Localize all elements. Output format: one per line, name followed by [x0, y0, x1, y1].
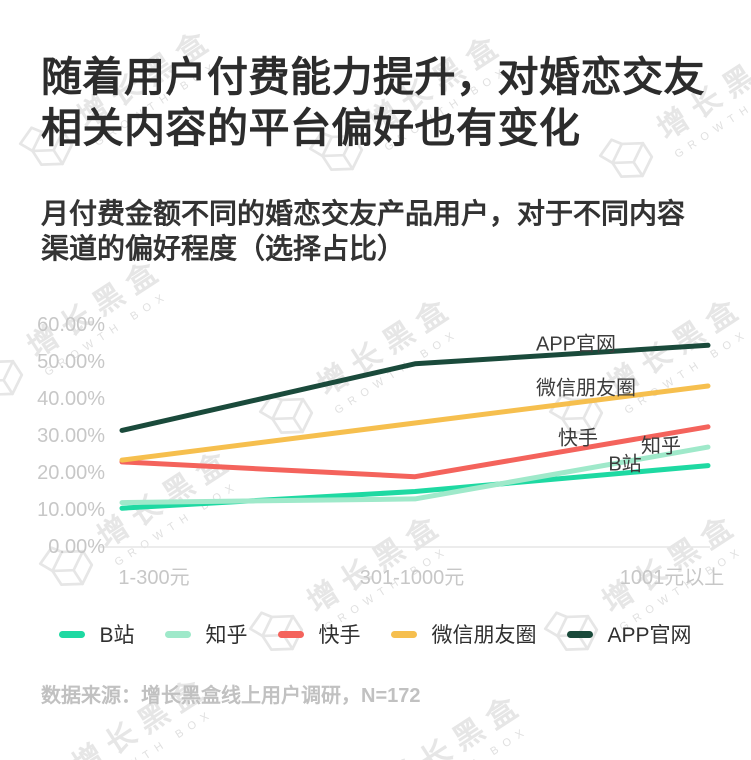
series-line-4 — [119, 342, 711, 433]
page-title-line2: 相关内容的平台偏好也有变化 — [41, 105, 581, 151]
y-axis-tick: 30.00% — [37, 425, 105, 447]
legend-item-1: 知乎 — [165, 619, 247, 649]
y-axis-tick: 40.00% — [37, 388, 105, 410]
y-axis-tick: 60.00% — [37, 314, 105, 336]
legend-item-2: 快手 — [278, 619, 360, 649]
x-axis-label: 1-300元 — [118, 567, 190, 589]
page-title-line1: 随着用户付费能力提升，对婚恋交友 — [41, 54, 705, 100]
page-title: 随着用户付费能力提升，对婚恋交友 相关内容的平台偏好也有变化 — [41, 52, 731, 154]
legend-swatch-icon — [278, 630, 305, 638]
x-axis-label: 1001元以上 — [619, 567, 725, 589]
legend-swatch-icon — [567, 630, 594, 638]
series-label-1: 知乎 — [641, 435, 681, 458]
series-label-0: B站 — [608, 453, 642, 476]
legend-label: 快手 — [318, 624, 361, 647]
chart-subtitle-line2: 渠道的偏好程度（选择占比） — [41, 233, 406, 264]
y-axis-tick: 50.00% — [37, 351, 105, 373]
y-axis-tick: 10.00% — [37, 499, 105, 521]
series-label-3: 微信朋友圈 — [536, 377, 636, 400]
legend-swatch-icon — [391, 630, 418, 638]
y-axis-tick: 20.00% — [37, 462, 105, 484]
series-label-4: APP官网 — [535, 333, 617, 356]
chart-subtitle-line1: 月付费金额不同的婚恋交友产品用户，对于不同内容 — [41, 198, 686, 229]
legend-swatch-icon — [59, 630, 86, 638]
data-source-note: 数据来源：增长黑盒线上用户调研，N=172 — [41, 685, 421, 707]
legend-item-0: B站 — [59, 619, 134, 649]
chart-subtitle: 月付费金额不同的婚恋交友产品用户，对于不同内容 渠道的偏好程度（选择占比） — [41, 196, 731, 266]
legend-label: APP官网 — [607, 624, 692, 647]
chart-legend: B站 知乎 快手 微信朋友圈 APP官网 — [0, 619, 751, 649]
line-chart: 60.00% 50.00% 40.00% 30.00% 20.00% 10.00% 0.00… — [0, 300, 751, 610]
series-line-2 — [119, 424, 711, 480]
y-axis-tick: 0.00% — [48, 536, 105, 558]
series-label-2: 快手 — [558, 427, 598, 450]
series-line-3 — [119, 383, 711, 463]
legend-label: B站 — [99, 624, 135, 647]
legend-item-3: 微信朋友圈 — [391, 619, 536, 649]
series-line-1 — [119, 444, 711, 506]
legend-swatch-icon — [165, 630, 192, 638]
x-axis-label: 301-1000元 — [359, 567, 465, 589]
line-chart-canvas — [100, 342, 711, 548]
legend-label: 知乎 — [205, 624, 248, 647]
legend-item-4: APP官网 — [567, 619, 692, 649]
legend-label: 微信朋友圈 — [431, 624, 537, 647]
